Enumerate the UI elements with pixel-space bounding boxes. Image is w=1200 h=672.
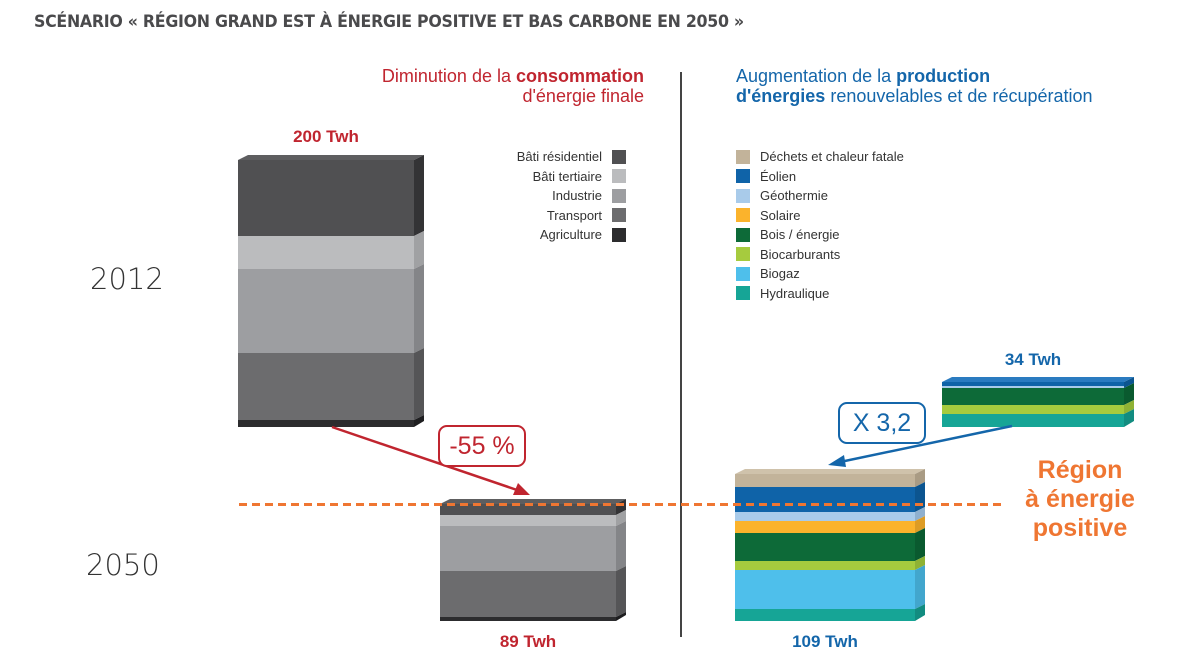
page-title: SCÉNARIO « RÉGION GRAND EST À ÉNERGIE PO… [34,12,744,32]
production-legend-item: Hydraulique [736,284,904,304]
consumption-legend-item: Industrie [517,186,626,206]
production-arrow-icon [828,424,1013,467]
legend-swatch-icon [736,169,750,184]
legend-swatch-icon [612,188,626,203]
consumption-heading: Diminution de la consommation d'énergie … [382,66,644,106]
legend-label: Géothermie [760,188,828,204]
section-divider [680,72,682,637]
consumption-legend-item: Bâti résidentiel [517,147,626,167]
consumption-2050-bar [440,499,626,621]
legend-label: Bâti résidentiel [516,149,602,165]
production-legend-item: Bois / énergie [736,225,904,245]
consumption-arrow-icon [331,425,530,495]
production-2012-bar [942,377,1134,427]
production-2012-total: 34 Twh [1004,350,1062,369]
year-label-2050: 2050 [86,548,160,582]
consumption-2012-bar [238,155,424,427]
production-2050-total: 109 Twh [792,632,858,651]
legend-label: Agriculture [539,227,602,243]
consumption-legend-item: Transport [517,206,626,226]
positive-label-line3: positive [1032,514,1128,542]
positive-label-line1: Région [1037,456,1123,484]
production-heading-bold: production [896,66,991,86]
legend-swatch-icon [736,286,750,301]
production-2050-bar [735,469,925,621]
positive-energy-threshold-line [239,503,1001,506]
legend-label: Bois / énergie [760,227,840,243]
legend-swatch-icon [736,227,750,242]
positive-energy-label: Région à énergie positive [1005,456,1155,543]
legend-label: Bâti tertiaire [532,168,602,184]
production-heading-bold2: d'énergies [736,86,826,106]
production-legend-item: Éolien [736,167,904,187]
production-legend-item: Biocarburants [736,245,904,265]
legend-label: Transport [546,207,602,223]
production-heading-text: Augmentation de la [736,66,897,86]
legend-swatch-icon [612,208,626,223]
legend-label: Biocarburants [760,246,841,262]
consumption-legend: Bâti résidentiel Bâti tertiaire Industrie T… [517,147,626,245]
production-legend-item: Déchets et chaleur fatale [736,147,904,167]
legend-label: Biogaz [760,266,800,282]
consumption-heading-line2: d'énergie finale [522,86,644,106]
consumption-heading-text: Diminution de la [381,66,516,86]
consumption-change-badge: -55 % [438,425,526,467]
production-legend-item: Géothermie [736,186,904,206]
consumption-heading-bold: consommation [515,66,644,86]
year-label-2012: 2012 [90,262,164,296]
production-change-badge: X 3,2 [838,402,926,444]
legend-swatch-icon [736,208,750,223]
legend-label: Déchets et chaleur fatale [760,149,904,165]
consumption-2012-total: 200 Twh [293,127,359,146]
legend-swatch-icon [736,149,750,164]
production-heading: Augmentation de la production d'énergies… [736,66,1093,106]
legend-swatch-icon [612,227,626,242]
legend-swatch-icon [736,266,750,281]
production-legend: Déchets et chaleur fatale Éolien Géothermi… [736,147,904,303]
legend-swatch-icon [736,188,750,203]
legend-swatch-icon [736,247,750,262]
legend-swatch-icon [612,149,626,164]
production-legend-item: Biogaz [736,264,904,284]
legend-label: Éolien [760,168,797,184]
positive-label-line2: à énergie [1025,485,1135,513]
consumption-2050-total: 89 Twh [499,632,557,651]
production-heading-rest: renouvelables et de récupération [825,86,1093,106]
legend-label: Industrie [552,188,602,204]
production-legend-item: Solaire [736,206,904,226]
legend-swatch-icon [612,169,626,184]
consumption-legend-item: Agriculture [517,225,626,245]
legend-label: Hydraulique [760,285,830,301]
consumption-legend-item: Bâti tertiaire [517,167,626,187]
legend-label: Solaire [760,207,801,223]
